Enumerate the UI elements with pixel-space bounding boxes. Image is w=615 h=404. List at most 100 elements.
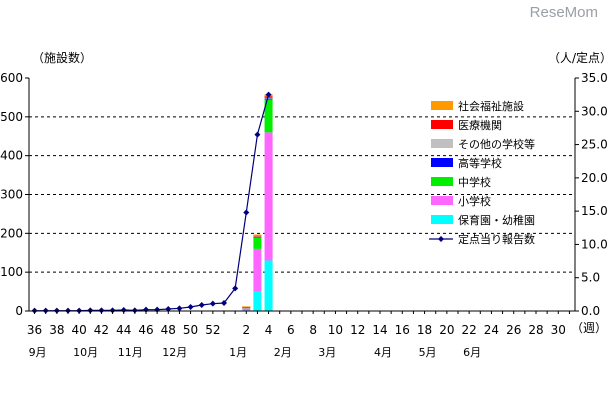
right-axis-tick-label: 20.0 (581, 171, 608, 185)
week-tick-label: 8 (309, 323, 317, 337)
rate-point (176, 305, 183, 312)
legend-swatch (431, 158, 453, 167)
legend-label: 社会福祉施設 (458, 99, 524, 113)
month-label: 1月 (229, 346, 247, 359)
month-label: 9月 (29, 346, 47, 359)
rate-point (120, 307, 127, 314)
rate-line (34, 94, 270, 312)
bar-segment (264, 97, 273, 99)
month-label: 11月 (118, 346, 143, 359)
week-tick-label: 40 (72, 323, 87, 337)
left-axis-tick-label: 100 (0, 265, 23, 279)
legend-swatch (431, 139, 453, 148)
week-tick-label: 36 (27, 323, 42, 337)
month-label: 4月 (374, 346, 392, 359)
rate-point (131, 307, 138, 314)
week-tick-label: 16 (395, 323, 410, 337)
week-tick-label: 48 (161, 323, 176, 337)
right-axis-tick-label: 25.0 (581, 138, 608, 152)
bar-segment (264, 99, 273, 133)
bar-segment (242, 308, 251, 311)
week-tick-label: 42 (94, 323, 109, 337)
week-tick-label: 6 (287, 323, 295, 337)
left-axis-title: （施設数） (32, 50, 92, 65)
rate-point (98, 307, 105, 314)
week-tick-label: 2 (242, 323, 250, 337)
week-tick-label: 18 (417, 323, 432, 337)
legend-swatch (431, 196, 453, 205)
legend-label: 高等学校 (458, 156, 502, 170)
bar-segment (253, 234, 262, 236)
rate-point (254, 131, 261, 138)
bar-segment (264, 98, 273, 100)
rate-point (232, 285, 239, 292)
week-tick-label: 22 (462, 323, 477, 337)
rate-line-series (31, 91, 272, 314)
legend-label: 定点当り報告数 (458, 232, 535, 246)
month-label: 3月 (318, 346, 336, 359)
week-tick-label: 52 (205, 323, 220, 337)
legend-swatch (431, 215, 453, 224)
legend-label: 小学校 (458, 194, 491, 208)
legend-swatch (431, 177, 453, 186)
legend-label: 中学校 (458, 175, 491, 189)
right-axis-tick-label: 35.0 (581, 71, 608, 85)
legend-swatch (431, 101, 453, 110)
month-label: 10月 (73, 346, 98, 359)
month-label: 6月 (463, 346, 481, 359)
week-tick-label: 38 (49, 323, 64, 337)
bar-segment (253, 248, 262, 292)
bar-segment (242, 306, 251, 308)
rate-point (87, 307, 94, 314)
bar-segment (264, 260, 273, 311)
left-axis-tick-label: 600 (0, 71, 23, 85)
right-axis-tick-label: 5.0 (581, 271, 600, 285)
bar-segment (242, 307, 251, 309)
rate-point (109, 307, 116, 314)
bar-segment (253, 291, 262, 311)
legend-label: 保育園・幼稚園 (458, 213, 535, 227)
month-label: 5月 (419, 346, 437, 359)
week-tick-label: 30 (551, 323, 566, 337)
rate-point (198, 302, 205, 309)
week-tick-label: 50 (183, 323, 198, 337)
week-unit-label: （週） (571, 321, 607, 335)
week-tick-label: 4 (265, 323, 273, 337)
legend: 社会福祉施設医療機関その他の学校等高等学校中学校小学校保育園・幼稚園定点当り報告… (429, 99, 535, 246)
week-tick-label: 14 (372, 323, 387, 337)
axis-labels: 0 100 200 300 400 500 600 0.0 5.0 10.0 15.0 20.0 25.… (0, 71, 608, 359)
right-axis-tick-label: 10.0 (581, 237, 608, 251)
week-tick-label: 26 (506, 323, 521, 337)
bar-segment (253, 237, 262, 249)
month-label: 2月 (274, 346, 292, 359)
right-axis-title: （人/定点） (548, 50, 612, 65)
week-tick-label: 24 (484, 323, 499, 337)
week-tick-label: 28 (528, 323, 543, 337)
left-axis-tick-label: 200 (0, 226, 23, 240)
left-axis-tick-label: 500 (0, 110, 23, 124)
week-tick-label: 44 (116, 323, 131, 337)
left-axis-tick-label: 400 (0, 149, 23, 163)
legend-label: その他の学校等 (458, 137, 535, 151)
right-axis-tick-label: 0.0 (581, 304, 600, 318)
bar-segment (253, 236, 262, 238)
watermark-logo: ReseMom (530, 4, 598, 21)
legend-line-marker (438, 236, 444, 242)
left-axis-tick-label: 0 (15, 304, 23, 318)
rate-point (209, 300, 216, 307)
right-axis-tick-label: 15.0 (581, 204, 608, 218)
bar-segment (264, 132, 273, 261)
left-axis-tick-label: 300 (0, 188, 23, 202)
month-label: 12月 (162, 346, 187, 359)
week-tick-label: 10 (328, 323, 343, 337)
right-axis-tick-label: 30.0 (581, 104, 608, 118)
rate-point (221, 300, 227, 307)
bar-segment (253, 235, 262, 237)
legend-label: 医療機関 (458, 118, 502, 132)
rate-point (265, 91, 272, 98)
rate-point (187, 304, 194, 311)
legend-swatch (431, 120, 453, 129)
week-tick-label: 12 (350, 323, 365, 337)
stacked-bars (242, 94, 273, 312)
